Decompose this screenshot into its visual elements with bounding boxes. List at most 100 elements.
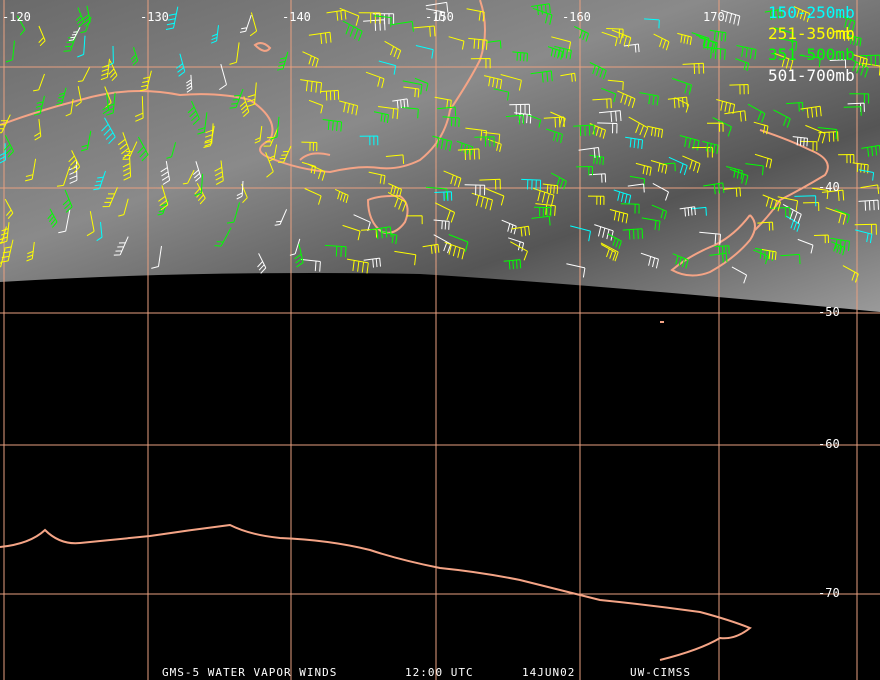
wind-barb bbox=[236, 180, 244, 200]
wind-barb bbox=[635, 162, 652, 176]
wind-barb bbox=[214, 227, 232, 247]
wind-barb bbox=[471, 192, 493, 211]
wind-barb bbox=[300, 79, 323, 94]
wind-barb bbox=[762, 194, 781, 212]
wind-barb bbox=[102, 187, 118, 208]
wind-barb bbox=[373, 111, 389, 123]
wind-barbs bbox=[0, 1, 880, 284]
wind-barb bbox=[100, 58, 110, 81]
wind-barb bbox=[75, 86, 82, 107]
wind-barb bbox=[483, 75, 503, 89]
wind-barb bbox=[24, 158, 37, 182]
wind-barb bbox=[387, 191, 407, 212]
wind-barb bbox=[108, 60, 118, 82]
tasmania-coast bbox=[366, 194, 409, 234]
wind-barb bbox=[817, 127, 838, 140]
wind-barb bbox=[342, 224, 361, 241]
wind-barb bbox=[592, 98, 612, 109]
wind-barb bbox=[117, 132, 131, 159]
wind-barb bbox=[433, 234, 452, 254]
wind-barb bbox=[627, 183, 645, 193]
wind-barb bbox=[16, 15, 26, 36]
wind-barb bbox=[729, 84, 749, 95]
wind-barb bbox=[269, 116, 280, 140]
wind-barb bbox=[166, 142, 177, 159]
wind-barb bbox=[706, 122, 724, 132]
wind-barb bbox=[437, 106, 457, 117]
wind-barb bbox=[300, 258, 321, 272]
wind-barb bbox=[858, 169, 875, 181]
latitude-labels: -40 -50 -60 -70 bbox=[818, 180, 840, 600]
wind-barb bbox=[289, 238, 301, 256]
wind-barb bbox=[322, 119, 343, 132]
wind-barb bbox=[33, 73, 45, 92]
wind-barb bbox=[754, 153, 773, 169]
wind-barb bbox=[192, 161, 202, 182]
wind-barb bbox=[736, 45, 757, 60]
wind-barb bbox=[573, 124, 595, 137]
wind-barb bbox=[432, 135, 452, 152]
wind-barb bbox=[531, 215, 551, 226]
wind-barb bbox=[589, 62, 607, 80]
longitude-label: 170 bbox=[703, 10, 725, 24]
wind-barb bbox=[368, 171, 386, 185]
wind-barb bbox=[324, 244, 347, 258]
wind-barb bbox=[652, 182, 669, 201]
wind-barb bbox=[433, 219, 450, 230]
wind-barb bbox=[860, 184, 880, 194]
wind-barb bbox=[745, 163, 764, 176]
wind-barb bbox=[861, 144, 880, 157]
wind-barb bbox=[268, 144, 278, 162]
wind-barb bbox=[677, 32, 692, 46]
wind-barb bbox=[486, 40, 502, 49]
wind-barb bbox=[859, 54, 880, 66]
wind-barb bbox=[825, 207, 847, 225]
wind-barb bbox=[130, 47, 139, 66]
wind-barb bbox=[448, 36, 465, 50]
wind-barb bbox=[106, 92, 116, 116]
wind-barb bbox=[425, 1, 449, 13]
wind-barb bbox=[531, 3, 551, 16]
wind-barb bbox=[846, 34, 862, 47]
legend-entry: 351-500mb bbox=[768, 45, 855, 64]
wind-barb bbox=[402, 80, 423, 95]
wind-barb bbox=[542, 183, 559, 195]
wind-barb bbox=[308, 31, 332, 44]
wind-barb bbox=[210, 25, 219, 44]
wind-barb bbox=[358, 12, 381, 24]
wind-barb bbox=[672, 253, 689, 269]
wind-barb bbox=[444, 241, 465, 260]
wind-barb bbox=[530, 70, 553, 83]
wind-barb bbox=[731, 266, 748, 284]
wind-barb bbox=[836, 13, 856, 31]
wind-barb bbox=[512, 51, 528, 62]
wind-barb bbox=[56, 87, 67, 106]
wind-barb bbox=[373, 15, 392, 27]
wind-barb bbox=[714, 245, 730, 255]
wind-barb bbox=[709, 29, 727, 42]
wind-barb bbox=[93, 170, 106, 191]
wind-barb bbox=[777, 196, 799, 211]
wind-barb bbox=[363, 257, 381, 268]
longitude-label: -120 bbox=[2, 10, 31, 24]
footer-source: UW-CIMSS bbox=[630, 666, 691, 679]
wind-barb bbox=[774, 27, 795, 44]
wind-barb bbox=[338, 100, 359, 116]
wind-barb bbox=[263, 126, 279, 147]
wind-barb bbox=[821, 189, 845, 201]
wind-barb bbox=[682, 62, 705, 75]
wind-barb bbox=[674, 97, 690, 113]
wind-barb bbox=[852, 162, 869, 174]
wind-barb bbox=[830, 237, 850, 252]
wind-barb bbox=[0, 114, 11, 134]
wind-barb bbox=[365, 71, 385, 89]
wind-barb bbox=[797, 238, 814, 254]
wind-barb bbox=[509, 103, 530, 115]
island bbox=[253, 42, 272, 52]
wind-barb bbox=[641, 217, 661, 231]
wind-barb bbox=[858, 199, 879, 211]
wind-barb bbox=[709, 252, 728, 263]
wind-barb bbox=[186, 74, 193, 93]
wind-barb bbox=[391, 21, 414, 32]
wind-barb bbox=[508, 237, 525, 252]
